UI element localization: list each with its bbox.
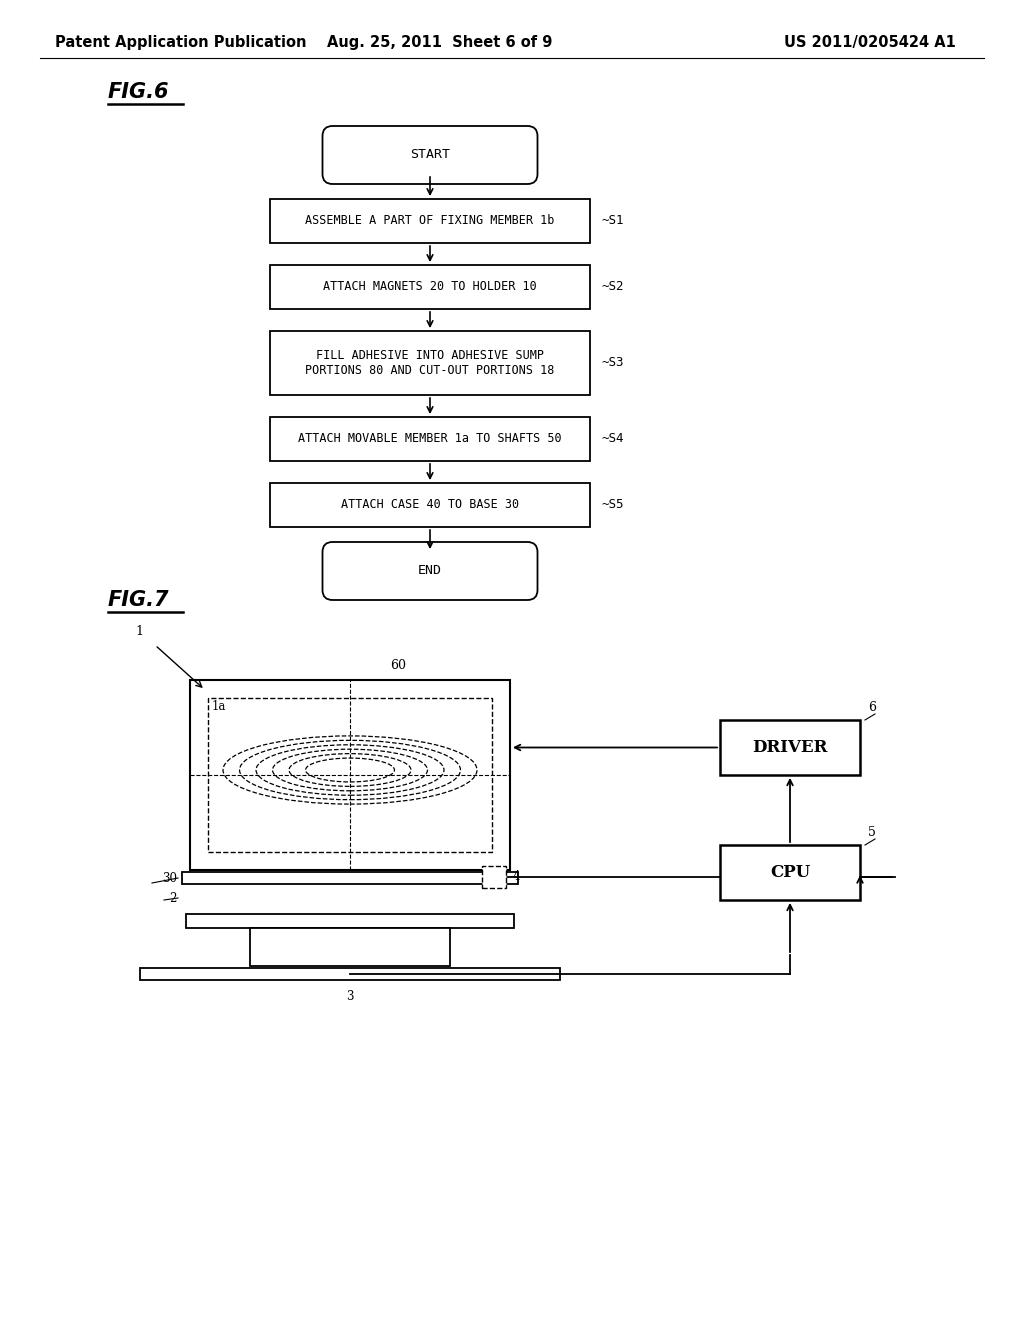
Bar: [270, 331, 590, 395]
Text: 1: 1: [135, 624, 143, 638]
Text: 30: 30: [162, 871, 177, 884]
Text: ASSEMBLE A PART OF FIXING MEMBER 1b: ASSEMBLE A PART OF FIXING MEMBER 1b: [305, 214, 555, 227]
Bar: [186, 913, 514, 928]
Text: ~S1: ~S1: [602, 214, 625, 227]
Bar: [720, 845, 860, 900]
Text: 6: 6: [868, 701, 876, 714]
Text: ATTACH CASE 40 TO BASE 30: ATTACH CASE 40 TO BASE 30: [341, 499, 519, 511]
Text: END: END: [418, 565, 442, 578]
Text: START: START: [410, 149, 450, 161]
Bar: [482, 866, 506, 888]
Bar: [270, 199, 590, 243]
Text: FILL ADHESIVE INTO ADHESIVE SUMP
PORTIONS 80 AND CUT-OUT PORTIONS 18: FILL ADHESIVE INTO ADHESIVE SUMP PORTION…: [305, 348, 555, 378]
Text: 1a: 1a: [212, 700, 226, 713]
FancyBboxPatch shape: [323, 543, 538, 601]
Text: -4: -4: [509, 870, 520, 883]
Text: FIG.6: FIG.6: [108, 82, 170, 102]
FancyBboxPatch shape: [323, 125, 538, 183]
Bar: [182, 873, 518, 884]
Text: 60: 60: [390, 659, 406, 672]
Text: ATTACH MAGNETS 20 TO HOLDER 10: ATTACH MAGNETS 20 TO HOLDER 10: [324, 281, 537, 293]
Bar: [140, 968, 560, 979]
Text: 5: 5: [868, 826, 876, 840]
Text: ~S4: ~S4: [602, 433, 625, 446]
Text: Aug. 25, 2011  Sheet 6 of 9: Aug. 25, 2011 Sheet 6 of 9: [328, 34, 553, 49]
Text: 2: 2: [170, 891, 177, 904]
Bar: [270, 417, 590, 461]
Bar: [250, 928, 450, 966]
Text: ATTACH MOVABLE MEMBER 1a TO SHAFTS 50: ATTACH MOVABLE MEMBER 1a TO SHAFTS 50: [298, 433, 562, 446]
Bar: [190, 680, 510, 870]
Text: CPU: CPU: [770, 865, 810, 880]
Text: 3: 3: [346, 990, 353, 1003]
Text: ~S5: ~S5: [602, 499, 625, 511]
Bar: [270, 483, 590, 527]
Text: US 2011/0205424 A1: US 2011/0205424 A1: [784, 34, 956, 49]
Text: Patent Application Publication: Patent Application Publication: [55, 34, 306, 49]
Bar: [720, 719, 860, 775]
Text: ~S2: ~S2: [602, 281, 625, 293]
Text: DRIVER: DRIVER: [753, 739, 827, 756]
Text: ~S3: ~S3: [602, 356, 625, 370]
Bar: [208, 698, 492, 851]
Text: FIG.7: FIG.7: [108, 590, 170, 610]
Bar: [270, 265, 590, 309]
